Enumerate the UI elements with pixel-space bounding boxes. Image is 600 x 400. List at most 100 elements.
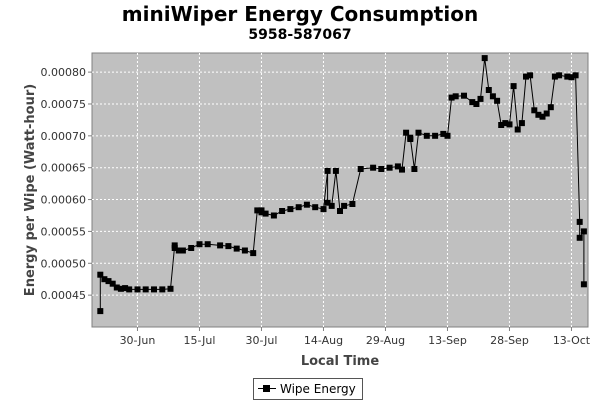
- data-point: [510, 83, 517, 90]
- data-point: [432, 132, 439, 139]
- data-point: [188, 245, 195, 251]
- data-point: [407, 134, 414, 141]
- x-tick-label: 13-Oct: [553, 334, 591, 347]
- data-point: [543, 110, 550, 117]
- data-point: [403, 129, 410, 136]
- x-tick-label: 29-Aug: [366, 334, 405, 347]
- data-point: [576, 234, 583, 241]
- data-point: [151, 286, 157, 293]
- axes: 0.00045 0.00050 0.00055 0.00060 0.00065 0.000…: [41, 66, 591, 347]
- data-point: [101, 276, 108, 283]
- data-point: [564, 73, 571, 80]
- data-point: [444, 132, 451, 139]
- data-point: [527, 72, 534, 79]
- data-point: [126, 286, 133, 293]
- y-tick-label: 0.00070: [41, 130, 87, 143]
- data-point: [328, 202, 335, 209]
- data-point: [109, 280, 116, 287]
- data-point: [225, 243, 232, 250]
- y-tick-label: 0.00065: [41, 162, 87, 175]
- data-point: [506, 121, 513, 128]
- data-point: [477, 95, 484, 102]
- data-point: [370, 164, 377, 171]
- x-tick-label: 30-Jul: [246, 334, 278, 347]
- data-point: [324, 167, 331, 174]
- y-tick-label: 0.00050: [41, 257, 87, 270]
- data-point: [469, 99, 476, 106]
- data-point: [568, 74, 575, 81]
- data-point: [134, 286, 141, 293]
- data-point: [113, 284, 120, 291]
- data-point: [498, 122, 505, 128]
- data-point: [332, 167, 339, 174]
- legend: Wipe Energy: [253, 378, 363, 400]
- data-point: [502, 120, 509, 127]
- data-point: [270, 212, 277, 219]
- legend-swatch-icon: [258, 383, 276, 395]
- data-point: [241, 247, 248, 254]
- data-point: [295, 204, 302, 211]
- data-point: [196, 241, 203, 248]
- data-point: [539, 113, 546, 120]
- y-tick-label: 0.00055: [41, 225, 87, 238]
- data-point: [556, 72, 563, 79]
- data-point: [171, 245, 178, 251]
- data-point: [179, 247, 186, 254]
- x-axis-label: Local Time: [301, 354, 380, 369]
- x-tick-label: 14-Aug: [304, 334, 343, 347]
- data-point: [523, 73, 529, 80]
- data-point: [411, 166, 418, 172]
- data-point: [167, 285, 174, 292]
- data-point: [448, 94, 455, 101]
- y-tick-label: 0.00045: [41, 289, 87, 302]
- x-tick-label: 30-Jun: [120, 334, 156, 347]
- data-point: [489, 93, 496, 100]
- data-point: [452, 93, 459, 100]
- data-point: [415, 129, 422, 136]
- plot-area: [91, 52, 589, 328]
- y-tick-label: 0.00075: [41, 98, 87, 111]
- data-point: [423, 132, 430, 139]
- data-point: [159, 286, 166, 293]
- chart-title: miniWiper Energy Consumption: [121, 2, 479, 26]
- data-point: [531, 107, 538, 114]
- data-point: [204, 241, 211, 248]
- series-wipe-energy: [97, 55, 587, 315]
- data-point: [287, 206, 294, 213]
- data-point: [440, 130, 447, 137]
- data-point: [378, 166, 385, 172]
- data-point: [535, 111, 542, 118]
- x-tick-label: 13-Sep: [428, 334, 467, 347]
- data-point: [250, 250, 257, 257]
- data-point: [341, 202, 348, 209]
- data-point: [518, 120, 525, 127]
- data-point: [514, 126, 521, 133]
- legend-label: Wipe Energy: [280, 382, 356, 396]
- data-point: [258, 209, 265, 216]
- data-point: [117, 285, 124, 292]
- data-point: [303, 201, 310, 208]
- x-tick-label: 15-Jul: [184, 334, 216, 347]
- data-point: [485, 87, 492, 93]
- data-point: [349, 201, 356, 207]
- data-point: [312, 204, 319, 211]
- data-point: [473, 101, 480, 107]
- data-point: [551, 73, 558, 80]
- data-point: [97, 271, 104, 278]
- data-point: [320, 206, 327, 213]
- data-point: [262, 210, 269, 217]
- data-point: [394, 163, 401, 170]
- data-point: [580, 228, 587, 235]
- y-tick-label: 0.00080: [41, 66, 87, 79]
- data-point: [324, 199, 331, 206]
- data-point: [142, 286, 149, 293]
- data-point: [494, 97, 501, 104]
- data-point: [399, 166, 405, 173]
- grid-lines: [92, 53, 588, 327]
- data-point: [481, 55, 488, 62]
- y-tick-label: 0.00060: [41, 194, 87, 207]
- data-point: [386, 164, 393, 171]
- data-point: [279, 208, 286, 214]
- data-point: [175, 247, 182, 254]
